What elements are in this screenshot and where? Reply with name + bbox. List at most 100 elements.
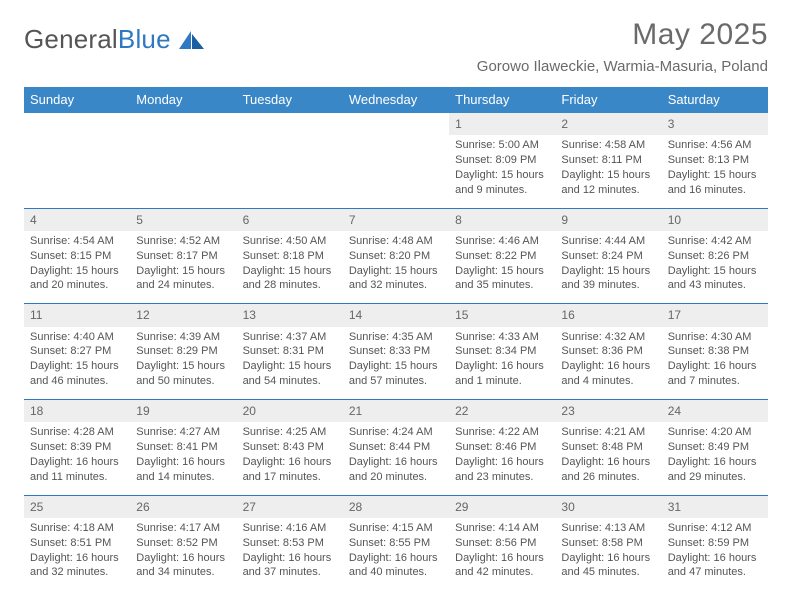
sunset-line: Sunset: 8:17 PM: [136, 249, 230, 264]
week-daynum-row: 45678910: [24, 208, 768, 231]
day-number-cell: 30: [555, 495, 661, 518]
week-detail-row: Sunrise: 4:54 AMSunset: 8:15 PMDaylight:…: [24, 231, 768, 304]
month-title: May 2025: [477, 18, 768, 52]
day-detail-cell: Sunrise: 4:17 AMSunset: 8:52 PMDaylight:…: [130, 518, 236, 591]
sunset-line: Sunset: 8:13 PM: [668, 153, 762, 168]
day-header: Tuesday: [237, 87, 343, 113]
day-number-cell: 17: [662, 304, 768, 327]
day-detail-cell: Sunrise: 4:58 AMSunset: 8:11 PMDaylight:…: [555, 135, 661, 208]
day-detail-cell: Sunrise: 4:35 AMSunset: 8:33 PMDaylight:…: [343, 327, 449, 400]
sunset-line: Sunset: 8:59 PM: [668, 536, 762, 551]
sunrise-line: Sunrise: 5:00 AM: [455, 138, 549, 153]
day-detail-cell: Sunrise: 4:48 AMSunset: 8:20 PMDaylight:…: [343, 231, 449, 304]
day-detail-cell: Sunrise: 4:27 AMSunset: 8:41 PMDaylight:…: [130, 422, 236, 495]
sunset-line: Sunset: 8:22 PM: [455, 249, 549, 264]
day-number-cell: 4: [24, 208, 130, 231]
sunrise-line: Sunrise: 4:18 AM: [30, 521, 124, 536]
day-number-cell: 12: [130, 304, 236, 327]
day-number-cell: 8: [449, 208, 555, 231]
sunset-line: Sunset: 8:27 PM: [30, 344, 124, 359]
sunset-line: Sunset: 8:31 PM: [243, 344, 337, 359]
daylight-line: Daylight: 15 hours and 57 minutes.: [349, 359, 443, 389]
day-number-cell: 25: [24, 495, 130, 518]
day-detail-cell: Sunrise: 4:28 AMSunset: 8:39 PMDaylight:…: [24, 422, 130, 495]
day-header: Monday: [130, 87, 236, 113]
day-detail-cell: Sunrise: 4:20 AMSunset: 8:49 PMDaylight:…: [662, 422, 768, 495]
sunrise-line: Sunrise: 4:30 AM: [668, 330, 762, 345]
day-number-cell: 27: [237, 495, 343, 518]
daylight-line: Daylight: 16 hours and 40 minutes.: [349, 551, 443, 581]
day-detail-cell: Sunrise: 4:37 AMSunset: 8:31 PMDaylight:…: [237, 327, 343, 400]
sunrise-line: Sunrise: 4:50 AM: [243, 234, 337, 249]
day-detail-cell: Sunrise: 4:12 AMSunset: 8:59 PMDaylight:…: [662, 518, 768, 591]
day-detail-cell: Sunrise: 4:25 AMSunset: 8:43 PMDaylight:…: [237, 422, 343, 495]
day-detail-cell: Sunrise: 4:32 AMSunset: 8:36 PMDaylight:…: [555, 327, 661, 400]
sunrise-line: Sunrise: 4:35 AM: [349, 330, 443, 345]
calendar-body: 123Sunrise: 5:00 AMSunset: 8:09 PMDaylig…: [24, 113, 768, 591]
day-number-cell: 26: [130, 495, 236, 518]
sunset-line: Sunset: 8:43 PM: [243, 440, 337, 455]
day-number-cell: 11: [24, 304, 130, 327]
daylight-line: Daylight: 16 hours and 4 minutes.: [561, 359, 655, 389]
week-daynum-row: 18192021222324: [24, 400, 768, 423]
daylight-line: Daylight: 16 hours and 7 minutes.: [668, 359, 762, 389]
day-number-cell: 20: [237, 400, 343, 423]
daylight-line: Daylight: 15 hours and 16 minutes.: [668, 168, 762, 198]
day-detail-cell: Sunrise: 4:42 AMSunset: 8:26 PMDaylight:…: [662, 231, 768, 304]
sunset-line: Sunset: 8:52 PM: [136, 536, 230, 551]
sunrise-line: Sunrise: 4:33 AM: [455, 330, 549, 345]
day-detail-cell: Sunrise: 4:44 AMSunset: 8:24 PMDaylight:…: [555, 231, 661, 304]
day-detail-cell: Sunrise: 4:46 AMSunset: 8:22 PMDaylight:…: [449, 231, 555, 304]
daylight-line: Daylight: 15 hours and 24 minutes.: [136, 264, 230, 294]
day-detail-cell: Sunrise: 4:16 AMSunset: 8:53 PMDaylight:…: [237, 518, 343, 591]
sunset-line: Sunset: 8:46 PM: [455, 440, 549, 455]
day-detail-cell: [24, 135, 130, 208]
day-detail-cell: Sunrise: 4:33 AMSunset: 8:34 PMDaylight:…: [449, 327, 555, 400]
location-subtitle: Gorowo Ilaweckie, Warmia-Masuria, Poland: [477, 58, 768, 75]
brand-name-a: General: [24, 24, 118, 54]
day-detail-cell: Sunrise: 5:00 AMSunset: 8:09 PMDaylight:…: [449, 135, 555, 208]
day-header: Wednesday: [343, 87, 449, 113]
day-detail-cell: Sunrise: 4:50 AMSunset: 8:18 PMDaylight:…: [237, 231, 343, 304]
sunrise-line: Sunrise: 4:32 AM: [561, 330, 655, 345]
sunrise-line: Sunrise: 4:13 AM: [561, 521, 655, 536]
daylight-line: Daylight: 16 hours and 20 minutes.: [349, 455, 443, 485]
daylight-line: Daylight: 16 hours and 23 minutes.: [455, 455, 549, 485]
day-number-cell: 10: [662, 208, 768, 231]
day-detail-cell: [343, 135, 449, 208]
day-number-cell: 19: [130, 400, 236, 423]
sunset-line: Sunset: 8:33 PM: [349, 344, 443, 359]
sunrise-line: Sunrise: 4:15 AM: [349, 521, 443, 536]
daylight-line: Daylight: 15 hours and 32 minutes.: [349, 264, 443, 294]
day-header: Friday: [555, 87, 661, 113]
day-number-cell: 5: [130, 208, 236, 231]
day-header: Saturday: [662, 87, 768, 113]
day-detail-cell: Sunrise: 4:21 AMSunset: 8:48 PMDaylight:…: [555, 422, 661, 495]
day-number-cell: [24, 113, 130, 135]
sunrise-line: Sunrise: 4:46 AM: [455, 234, 549, 249]
sunset-line: Sunset: 8:44 PM: [349, 440, 443, 455]
calendar-page: GeneralBlue May 2025 Gorowo Ilaweckie, W…: [0, 0, 792, 612]
sunrise-line: Sunrise: 4:58 AM: [561, 138, 655, 153]
sunrise-line: Sunrise: 4:14 AM: [455, 521, 549, 536]
sunrise-line: Sunrise: 4:17 AM: [136, 521, 230, 536]
daylight-line: Daylight: 16 hours and 47 minutes.: [668, 551, 762, 581]
brand-sail-icon: [177, 29, 205, 51]
daylight-line: Daylight: 15 hours and 9 minutes.: [455, 168, 549, 198]
week-daynum-row: 25262728293031: [24, 495, 768, 518]
sunset-line: Sunset: 8:20 PM: [349, 249, 443, 264]
header: GeneralBlue May 2025 Gorowo Ilaweckie, W…: [24, 18, 768, 75]
sunrise-line: Sunrise: 4:12 AM: [668, 521, 762, 536]
sunrise-line: Sunrise: 4:54 AM: [30, 234, 124, 249]
sunrise-line: Sunrise: 4:56 AM: [668, 138, 762, 153]
day-detail-cell: Sunrise: 4:56 AMSunset: 8:13 PMDaylight:…: [662, 135, 768, 208]
sunrise-line: Sunrise: 4:48 AM: [349, 234, 443, 249]
day-number-cell: 2: [555, 113, 661, 135]
week-detail-row: Sunrise: 4:18 AMSunset: 8:51 PM Daylight:…: [24, 518, 768, 591]
daylight-line: Daylight: 15 hours and 20 minutes.: [30, 264, 124, 294]
daylight-line: Daylight: 16 hours and 34 minutes.: [136, 551, 230, 581]
sunset-line: Sunset: 8:51 PM: [30, 536, 124, 551]
daylight-line: Daylight: 16 hours and 29 minutes.: [668, 455, 762, 485]
sunset-line: Sunset: 8:38 PM: [668, 344, 762, 359]
daylight-line: Daylight: 16 hours and 14 minutes.: [136, 455, 230, 485]
